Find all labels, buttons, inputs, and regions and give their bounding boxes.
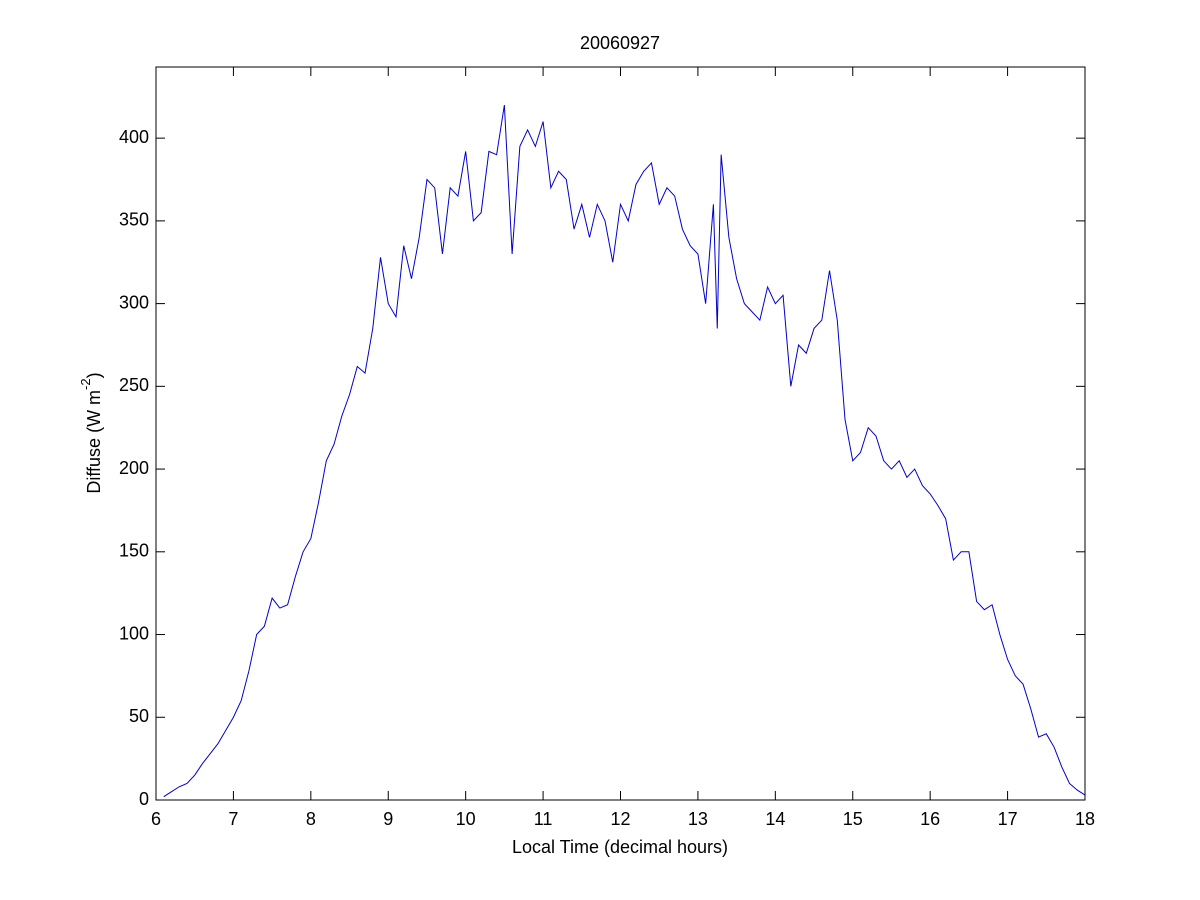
plot-area	[155, 66, 1086, 801]
x-tick-label: 9	[383, 809, 393, 829]
y-tick-label: 350	[119, 210, 149, 230]
x-tick-label: 14	[765, 809, 785, 829]
x-tick-label: 13	[688, 809, 708, 829]
x-tick-label: 6	[151, 809, 161, 829]
x-tick-label: 7	[228, 809, 238, 829]
y-tick-label: 100	[119, 623, 149, 643]
chart-title: 20060927	[580, 33, 660, 53]
x-tick-label: 18	[1075, 809, 1095, 829]
x-tick-label: 12	[610, 809, 630, 829]
y-tick-label: 50	[129, 706, 149, 726]
data-line	[163, 104, 1086, 798]
y-axis-label-main: Diffuse (W m	[84, 390, 104, 494]
y-tick-label: 0	[139, 789, 149, 809]
y-axis-label: Diffuse (W m-2)	[78, 372, 103, 493]
x-tick-label: 17	[998, 809, 1018, 829]
x-axis-label: Local Time (decimal hours)	[512, 837, 728, 857]
y-axis-label-end: )	[84, 372, 104, 378]
y-tick-label: 300	[119, 292, 149, 312]
x-tick-label: 8	[306, 809, 316, 829]
y-tick-label: 200	[119, 458, 149, 478]
y-axis-label-exponent: -2	[78, 378, 93, 390]
x-tick-label: 15	[843, 809, 863, 829]
x-tick-label: 11	[534, 809, 553, 829]
x-tick-label: 16	[920, 809, 940, 829]
y-tick-label: 400	[119, 127, 149, 147]
y-tick-label: 150	[119, 541, 149, 561]
x-tick-label: 10	[456, 809, 476, 829]
y-tick-label: 250	[119, 375, 149, 395]
